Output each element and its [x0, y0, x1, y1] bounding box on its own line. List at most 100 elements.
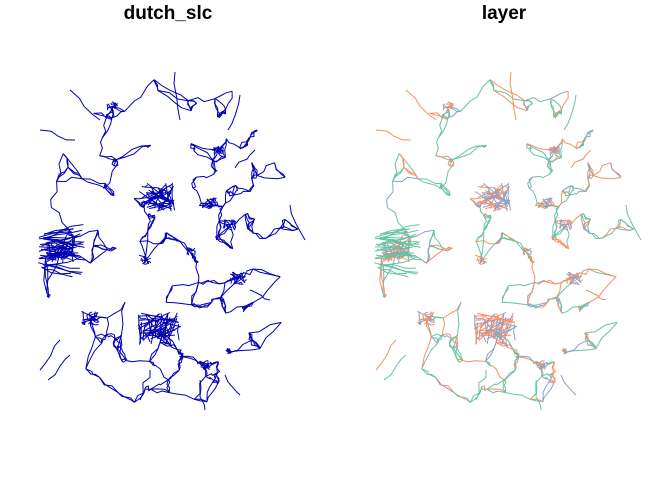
road-segment — [166, 379, 171, 393]
road-segment — [214, 90, 233, 100]
road-segment — [223, 219, 226, 229]
road-segment — [150, 388, 170, 393]
road-segment — [509, 71, 517, 121]
road-segment — [544, 201, 554, 206]
road-segment — [378, 238, 421, 248]
road-segment — [553, 138, 563, 151]
road-segment — [503, 194, 509, 208]
road-segment — [202, 367, 209, 370]
road-segment — [138, 316, 146, 320]
road-segment — [517, 355, 534, 362]
road-segment — [392, 176, 419, 182]
road-segment — [447, 104, 453, 109]
road-segment — [44, 241, 85, 251]
road-segment — [203, 359, 208, 366]
road-segment — [157, 312, 169, 339]
road-segment — [523, 100, 528, 111]
road-segment — [601, 227, 617, 239]
road-segment — [166, 302, 192, 306]
road-segment — [379, 263, 416, 269]
road-segment — [457, 360, 462, 363]
road-segment — [85, 336, 96, 369]
road-segment — [202, 302, 212, 308]
road-segment — [550, 98, 555, 117]
road-segment — [502, 322, 508, 334]
road-segment — [427, 323, 435, 326]
road-segment — [224, 374, 241, 396]
road-segment — [552, 235, 557, 239]
road-segment — [442, 334, 452, 339]
road-segment — [477, 184, 484, 188]
road-segment — [142, 320, 163, 341]
road-segment — [86, 313, 89, 321]
road-segment — [247, 228, 254, 234]
road-segment — [116, 345, 121, 349]
road-segment — [256, 174, 286, 180]
road-segment — [381, 264, 418, 275]
road-segment — [196, 173, 214, 179]
road-segment — [104, 165, 117, 189]
road-segment — [111, 159, 117, 167]
road-segment — [244, 214, 249, 230]
road-segment — [535, 362, 539, 365]
road-segment — [104, 187, 115, 197]
road-segment — [289, 204, 306, 241]
road-segment — [442, 317, 446, 335]
road-segment — [581, 279, 583, 282]
road-segment — [192, 187, 202, 204]
road-segment — [125, 359, 150, 363]
road-segment — [495, 316, 507, 343]
road-segment — [192, 176, 197, 189]
road-segment — [120, 346, 127, 361]
road-segment — [421, 342, 439, 369]
road-segment — [478, 200, 501, 208]
road-segment — [241, 306, 247, 311]
road-segment — [424, 317, 429, 325]
road-segment — [250, 129, 258, 138]
road-segment — [191, 303, 203, 309]
road-segment — [527, 301, 548, 306]
road-segment — [106, 301, 126, 319]
road-segment — [259, 322, 282, 349]
road-segment — [425, 311, 429, 315]
road-segment — [375, 339, 397, 371]
road-segment — [150, 388, 170, 394]
road-segment — [474, 254, 484, 259]
road-segment — [44, 269, 72, 275]
road-segment — [525, 251, 533, 264]
road-segment — [422, 313, 425, 321]
road-segment — [177, 349, 183, 358]
road-segment — [552, 220, 556, 239]
road-segment — [567, 277, 570, 280]
road-segment — [475, 240, 495, 245]
road-segment — [214, 98, 219, 117]
road-segment — [555, 282, 562, 299]
road-segment — [442, 301, 462, 319]
road-segment — [143, 262, 149, 265]
road-segment — [56, 176, 83, 182]
road-segment — [407, 254, 427, 264]
road-segment — [421, 336, 432, 369]
road-segment — [551, 361, 557, 374]
road-segment — [382, 258, 393, 262]
road-segment — [146, 317, 173, 347]
road-segment — [155, 196, 175, 202]
road-segment — [218, 206, 224, 221]
road-segment — [216, 145, 220, 148]
road-segment — [217, 224, 231, 237]
road-segment — [525, 251, 533, 264]
road-segment — [145, 385, 152, 392]
road-segment — [139, 230, 149, 242]
road-segment — [157, 203, 171, 209]
road-segment — [88, 317, 93, 325]
road-segment — [161, 188, 174, 197]
road-segment — [242, 136, 251, 149]
road-segment — [379, 248, 417, 259]
road-segment — [138, 254, 148, 259]
road-segment — [500, 190, 504, 194]
road-segment — [512, 349, 520, 357]
road-segment — [522, 251, 526, 256]
road-segment — [585, 289, 607, 301]
road-segment — [561, 185, 573, 192]
road-segment — [234, 149, 256, 169]
